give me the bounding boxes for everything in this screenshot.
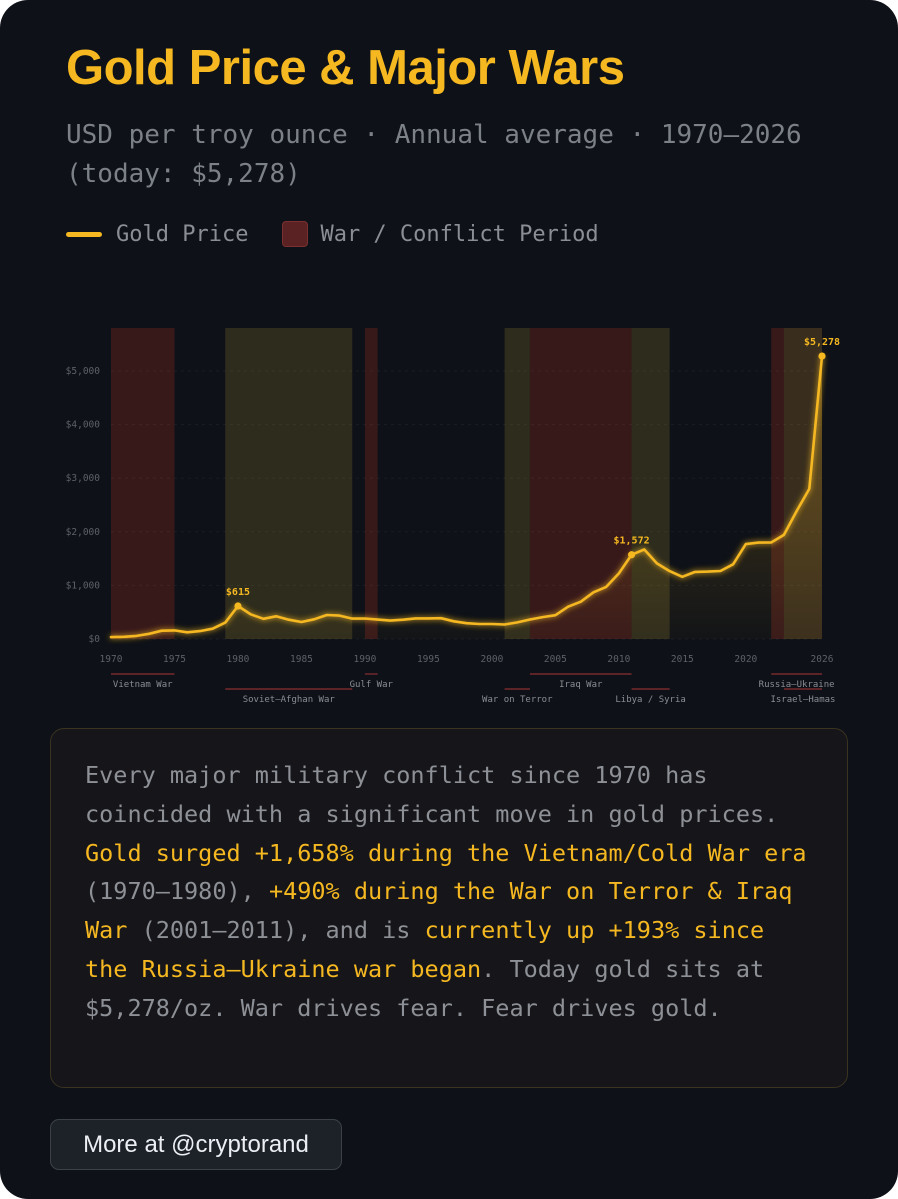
annotation-point <box>627 551 636 559</box>
x-tick-label: 2020 <box>734 654 757 665</box>
x-tick-label: 1990 <box>353 654 376 665</box>
y-tick-label: $0 <box>89 634 101 645</box>
note-highlight-2: +490% during the War on Terror & Iraq Wa… <box>85 877 793 945</box>
note-text-1: Every major military conflict since 1970… <box>85 761 779 828</box>
legend-gold-label: Gold Price <box>116 221 249 247</box>
annotation-point <box>818 352 826 360</box>
page-subtitle: USD per troy ounce · Annual average · 19… <box>66 120 802 189</box>
annotation-label: $1,572 <box>613 536 649 547</box>
note-text-2: (1970–1980), <box>85 877 269 906</box>
war-label: Russia–Ukraine <box>759 680 835 690</box>
x-tick-label: 2005 <box>544 654 567 665</box>
page-title: Gold Price & Major Wars <box>66 41 625 95</box>
war-label: Vietnam War <box>113 680 173 690</box>
war-period-swatch <box>282 221 309 247</box>
chart-legend: Gold Price War / Conflict Period <box>66 218 599 250</box>
note-highlight-1: Gold surged +1,658% during the Vietnam/C… <box>85 838 807 867</box>
annotation-label: $5,278 <box>804 337 840 348</box>
war-band-gulf-war <box>364 328 378 639</box>
y-tick-label: $1,000 <box>66 580 101 591</box>
war-band-war-on-terror <box>504 328 530 639</box>
x-tick-label: 2010 <box>607 654 630 665</box>
x-tick-label: 1975 <box>163 654 186 665</box>
annotation-point <box>234 602 242 610</box>
y-tick-label: $2,000 <box>66 527 101 538</box>
x-tick-label: 1995 <box>417 654 440 665</box>
summary-note: Every major military conflict since 1970… <box>50 728 848 1088</box>
annotation-label: $615 <box>226 587 250 598</box>
gold-line-swatch <box>66 231 102 237</box>
y-tick-label: $5,000 <box>66 366 101 377</box>
more-link-button[interactable]: More at @cryptorand <box>50 1119 342 1170</box>
war-label: Iraq War <box>559 680 603 690</box>
x-tick-label: 2015 <box>671 654 694 665</box>
war-label: War on Terror <box>482 695 553 705</box>
gold-price-area <box>111 356 822 639</box>
war-label: Soviet–Afghan War <box>243 695 336 705</box>
war-label: Gulf War <box>350 680 394 690</box>
x-tick-label: 1980 <box>227 654 250 665</box>
x-tick-label: 1970 <box>100 654 123 665</box>
note-text-4: . Today gold sits at $5,278/oz. War driv… <box>85 954 765 1022</box>
gold-price-line <box>109 354 824 639</box>
note-highlight-3: currently up +193% since the Russia–Ukra… <box>85 916 765 983</box>
war-band-soviet-afghan-war <box>225 328 353 639</box>
x-tick-label: 1985 <box>290 654 313 665</box>
y-tick-label: $3,000 <box>66 473 101 484</box>
war-label: Israel–Hamas <box>770 695 835 705</box>
x-tick-label: 2000 <box>480 654 503 665</box>
war-band-vietnam-war <box>111 328 175 639</box>
y-tick-label: $4,000 <box>66 420 101 431</box>
gold-price-chart: $0 $1,000 $2,000 $3,000 $4,000 $5,000 1970 1975… <box>66 328 840 705</box>
legend-war-label: War / Conflict Period <box>320 221 599 247</box>
x-tick-label: 2026 <box>811 654 834 665</box>
note-text-3: (2001–2011), and is <box>127 916 425 945</box>
war-label: Libya / Syria <box>615 695 685 705</box>
